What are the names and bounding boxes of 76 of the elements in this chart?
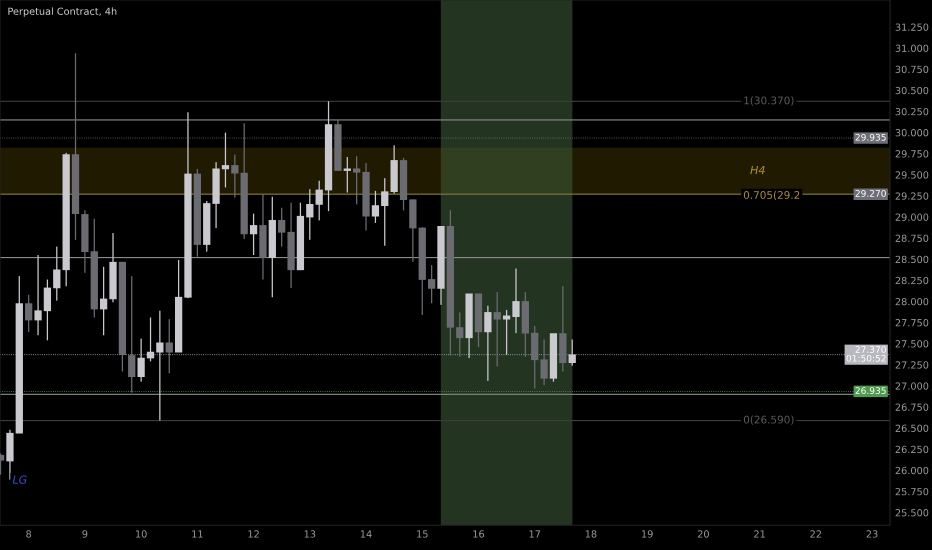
y-tick-label: 31.250: [896, 24, 928, 31]
y-tick-label: 29.500: [896, 171, 928, 179]
y-tick-label: 31.000: [896, 44, 928, 52]
y-tick-label: 27.750: [896, 319, 928, 326]
candlestick: [53, 246, 60, 302]
y-tick-label: 29.750: [896, 150, 928, 158]
y-tick-label: 27.500: [896, 340, 928, 348]
candlestick: [494, 292, 501, 368]
candlestick: [428, 264, 436, 304]
y-tick-label: 30.000: [896, 129, 928, 136]
x-tick-label: 23: [866, 530, 878, 538]
ref-line-label: 27.370 01:50:52: [846, 346, 886, 362]
y-tick-label: 27.000: [896, 382, 928, 390]
candlestick: [316, 180, 323, 222]
candlestick: [306, 188, 314, 240]
x-tick-label: 13: [304, 530, 316, 538]
y-tick-label: 28.500: [896, 256, 928, 264]
x-tick-label: 8: [26, 530, 32, 538]
candlestick: [222, 132, 230, 188]
ref-line-label: 1(30.370): [744, 96, 794, 106]
candlestick: [381, 178, 388, 246]
y-tick-label: 26.750: [896, 404, 928, 411]
candlestick: [278, 207, 286, 248]
x-tick-label: 15: [417, 530, 428, 538]
y-tick-label: 26.500: [896, 424, 928, 432]
candlestick: [502, 309, 510, 356]
candlestick: [146, 316, 154, 362]
ref-line-label: 0(26.590): [744, 416, 794, 425]
y-tick-label: 30.750: [896, 66, 928, 74]
x-tick-label: 9: [82, 530, 88, 538]
y-tick-label: 27.250: [896, 361, 928, 369]
x-tick-label: 10: [136, 530, 147, 538]
x-tick-label: 19: [642, 530, 653, 538]
x-tick-label: 20: [698, 530, 709, 538]
y-tick-label: 29.250: [896, 192, 928, 200]
candlestick: [25, 294, 32, 332]
y-tick-label: 26.250: [896, 446, 928, 454]
y-tick-label: 29.000: [896, 214, 928, 221]
x-tick-label: 11: [192, 530, 203, 538]
candlestick: [137, 338, 145, 382]
y-tick-label: 26.000: [896, 466, 928, 474]
candlestick: [540, 338, 548, 386]
annotation: LG: [12, 475, 27, 484]
candlestick: [568, 338, 576, 366]
x-tick-label: 14: [360, 530, 372, 538]
candlestick: [250, 213, 258, 256]
band-label: H4: [750, 166, 765, 174]
candlestick: [156, 310, 164, 422]
y-tick-label: 30.250: [896, 108, 928, 116]
candlestick: [344, 156, 351, 194]
candlestick: [166, 318, 173, 374]
y-tick-label: 25.750: [896, 488, 928, 496]
candlestick: [456, 312, 464, 358]
ref-line-label: 29.935: [856, 134, 886, 141]
candlestick: [100, 266, 108, 336]
text: Perpetual Contract, 4h: [8, 7, 116, 17]
candlestick: [484, 305, 492, 382]
candlestick: [372, 190, 380, 224]
x-tick-label: 12: [248, 530, 259, 538]
candlestick: [44, 278, 52, 341]
y-tick-label: 25.500: [896, 509, 928, 516]
candlestick: [34, 254, 42, 336]
y-tick-label: 28.250: [896, 276, 928, 284]
x-tick-label: 21: [754, 530, 765, 538]
candlestick: [512, 268, 520, 334]
x-tick-label: 18: [586, 530, 596, 538]
y-tick-label: 28.750: [896, 234, 928, 242]
ref-line-label: 29.270: [856, 190, 886, 197]
y-tick-label: 28.000: [896, 298, 928, 306]
x-tick-label: 17: [530, 530, 540, 538]
ref-line-label: 26.935: [856, 387, 886, 394]
candlestick: [128, 276, 136, 394]
y-tick-label: 30.500: [896, 86, 928, 94]
x-tick-label: 22: [810, 530, 822, 538]
annotation: 0.705(29.2: [744, 190, 800, 200]
x-tick-label: 16: [473, 530, 484, 538]
